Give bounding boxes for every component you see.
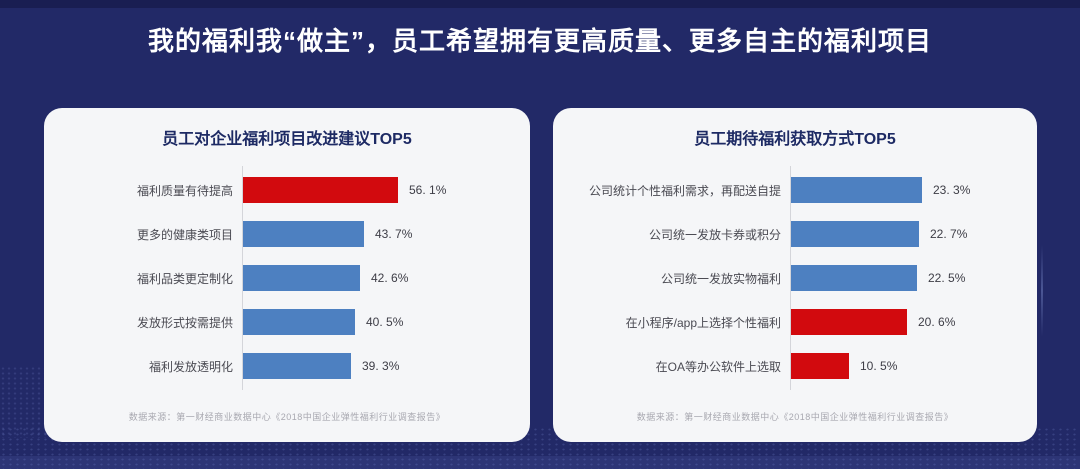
bar-row: 在OA等办公软件上选取 10. 5% [553, 344, 1037, 388]
category-label: 更多的健康类项目 [136, 227, 233, 242]
bar-area: 42. 6% [242, 265, 530, 291]
category-label: 在小程序/app上选择个性福利 [625, 315, 781, 330]
bar-area: 23. 3% [790, 177, 1037, 203]
bar-row: 公司统一发放卡券或积分 22. 7% [553, 212, 1037, 256]
bar-chart: 福利质量有待提高 56. 1% 更多的健康类项目 43. 7% 福利品类更定制化… [44, 166, 530, 390]
chart-title: 员工期待福利获取方式TOP5 [694, 131, 896, 148]
bar-row: 福利品类更定制化 42. 6% [44, 256, 530, 300]
category-label: 福利品类更定制化 [136, 271, 233, 286]
bar-area: 43. 7% [242, 221, 530, 247]
value-label: 23. 3% [933, 183, 971, 197]
chart-title: 员工对企业福利项目改进建议TOP5 [162, 131, 412, 148]
bar [790, 265, 917, 291]
category-label: 在OA等办公软件上选取 [655, 359, 781, 374]
bar [242, 177, 398, 203]
bottom-light-band [0, 456, 1080, 469]
value-label: 43. 7% [375, 227, 413, 241]
bar-area: 39. 3% [242, 353, 530, 379]
value-label: 20. 6% [918, 315, 956, 329]
value-label: 22. 5% [928, 271, 966, 285]
bar [242, 353, 351, 379]
category-label: 福利质量有待提高 [136, 183, 233, 198]
bar [242, 221, 364, 247]
bar-chart: 公司统计个性福利需求，再配送自提 23. 3% 公司统一发放卡券或积分 22. … [553, 166, 1037, 390]
axis-line [790, 166, 791, 390]
value-label: 22. 7% [930, 227, 968, 241]
data-source-note: 数据来源：第一财经商业数据中心《2018中国企业弹性福利行业调查报告》 [128, 412, 446, 422]
chart-card-improvement-suggestions: 员工对企业福利项目改进建议TOP5 福利质量有待提高 56. 1% 更多的健康类… [44, 108, 530, 442]
bar-row: 更多的健康类项目 43. 7% [44, 212, 530, 256]
category-label: 公司统计个性福利需求，再配送自提 [588, 183, 781, 198]
value-label: 39. 3% [362, 359, 400, 373]
bar-area: 22. 7% [790, 221, 1037, 247]
data-source-note: 数据来源：第一财经商业数据中心《2018中国企业弹性福利行业调查报告》 [636, 412, 954, 422]
bar-area: 40. 5% [242, 309, 530, 335]
value-label: 42. 6% [371, 271, 409, 285]
page-title: 我的福利我“做主”，员工希望拥有更高质量、更多自主的福利项目 [147, 26, 932, 56]
bar-area: 22. 5% [790, 265, 1037, 291]
value-label: 56. 1% [409, 183, 447, 197]
bar-row: 公司统计个性福利需求，再配送自提 23. 3% [553, 168, 1037, 212]
bar-area: 56. 1% [242, 177, 530, 203]
value-label: 40. 5% [366, 315, 404, 329]
bar-row: 福利发放透明化 39. 3% [44, 344, 530, 388]
category-label: 公司统一发放卡券或积分 [648, 227, 781, 242]
bar [790, 221, 919, 247]
category-label: 公司统一发放实物福利 [660, 271, 781, 286]
chart-card-benefit-acquisition: 员工期待福利获取方式TOP5 公司统计个性福利需求，再配送自提 23. 3% 公… [553, 108, 1037, 442]
category-label: 福利发放透明化 [148, 359, 233, 374]
value-label: 10. 5% [860, 359, 898, 373]
bar [242, 309, 355, 335]
bar [790, 177, 922, 203]
bar-row: 发放形式按需提供 40. 5% [44, 300, 530, 344]
bar [242, 265, 360, 291]
bar-row: 公司统一发放实物福利 22. 5% [553, 256, 1037, 300]
bar-row: 福利质量有待提高 56. 1% [44, 168, 530, 212]
axis-line [242, 166, 243, 390]
bar [790, 309, 907, 335]
top-shade-decoration [0, 0, 1080, 8]
bar [790, 353, 849, 379]
corner-dot-texture [0, 366, 48, 438]
bar-area: 20. 6% [790, 309, 1037, 335]
category-label: 发放形式按需提供 [136, 315, 233, 330]
bar-row: 在小程序/app上选择个性福利 20. 6% [553, 300, 1037, 344]
right-light-streak [1041, 245, 1043, 337]
bar-area: 10. 5% [790, 353, 1037, 379]
